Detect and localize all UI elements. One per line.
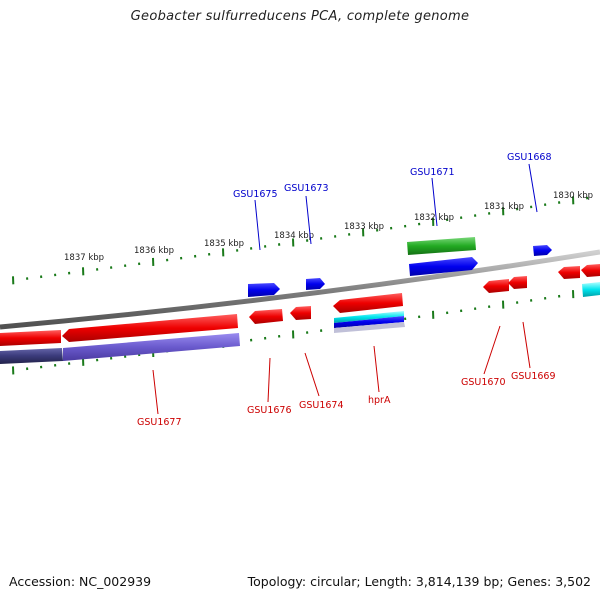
scale-label-1834: 1834 kbp: [274, 231, 314, 241]
gene-GSU1674[interactable]: [290, 306, 311, 320]
accession-label: Accession: NC_002939: [9, 574, 152, 589]
label-hprA[interactable]: hprA: [368, 395, 391, 406]
scale-label-1837: 1837 kbp: [64, 253, 104, 263]
genome-stats: Topology: circular; Length: 3,814,139 bp…: [247, 574, 591, 589]
scale-label-1832: 1832 kbp: [414, 213, 454, 223]
label-GSU1676[interactable]: GSU1676: [247, 405, 292, 416]
gene-right-edge-1[interactable]: [558, 266, 580, 279]
rna-feature[interactable]: [407, 237, 476, 255]
gene-GSU1673[interactable]: [306, 278, 325, 290]
label-GSU1677[interactable]: GSU1677: [137, 417, 182, 428]
gene-GSU1677-left[interactable]: [0, 330, 61, 346]
map-title: Geobacter sulfurreducens PCA, complete g…: [130, 9, 470, 24]
callout-lines: [152, 163, 538, 415]
label-GSU1668[interactable]: GSU1668: [507, 152, 552, 163]
gene-hprA[interactable]: [333, 293, 403, 313]
scale-label-1835: 1835 kbp: [204, 239, 244, 249]
gene-GSU1668[interactable]: [533, 245, 552, 256]
gene-GSU1670[interactable]: [483, 279, 509, 293]
region-track[interactable]: [63, 333, 240, 361]
scale-track-upper: [12, 196, 589, 285]
gene-GSU1669[interactable]: [508, 276, 527, 289]
label-GSU1674[interactable]: GSU1674: [299, 400, 344, 411]
scale-label-1836: 1836 kbp: [134, 246, 174, 256]
scale-label-1831: 1831 kbp: [484, 202, 524, 212]
label-GSU1673[interactable]: GSU1673: [284, 183, 329, 194]
genome-backbone: [0, 249, 600, 330]
label-GSU1670[interactable]: GSU1670: [461, 377, 506, 388]
gene-GSU1671[interactable]: [409, 257, 478, 276]
gene-GSU1677[interactable]: [62, 314, 238, 342]
label-GSU1669[interactable]: GSU1669: [511, 371, 556, 382]
gene-GSU1675[interactable]: [248, 283, 280, 297]
region-track-left[interactable]: [0, 348, 63, 364]
feature-hprA-region[interactable]: [334, 311, 405, 333]
label-GSU1671[interactable]: GSU1671: [410, 167, 455, 178]
feature-right-edge-cyan[interactable]: [582, 282, 600, 297]
gene-GSU1676[interactable]: [249, 309, 283, 324]
scale-label-1833: 1833 kbp: [344, 222, 384, 232]
label-GSU1675[interactable]: GSU1675: [233, 189, 278, 200]
gene-right-edge-2[interactable]: [581, 264, 600, 277]
scale-label-1830: 1830 kbp: [553, 191, 593, 201]
